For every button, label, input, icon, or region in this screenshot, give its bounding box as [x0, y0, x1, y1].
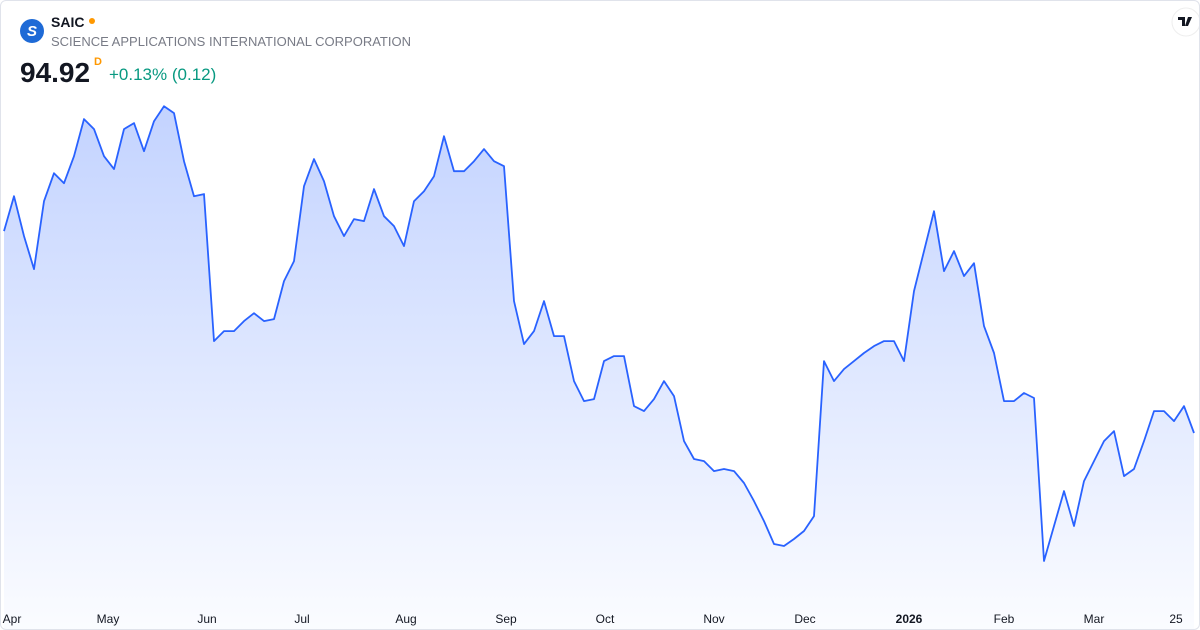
logo: S: [20, 19, 44, 43]
interval: D: [94, 56, 102, 68]
svg-text:S: S: [27, 23, 37, 40]
x-tick-label: Apr: [3, 612, 22, 626]
x-tick-label: 2026: [896, 612, 923, 626]
x-tick-label: Dec: [794, 612, 815, 626]
x-tick-label: Jun: [197, 612, 216, 626]
area-fill: [4, 106, 1194, 629]
x-tick-label: Aug: [395, 612, 416, 626]
x-tick-label: May: [97, 612, 120, 626]
x-tick-label: Mar: [1084, 612, 1105, 626]
tradingview-logo[interactable]: [1171, 7, 1199, 37]
status-dot: [89, 18, 95, 24]
x-tick-label: Nov: [703, 612, 724, 626]
symbol[interactable]: SAIC: [51, 14, 85, 30]
price-line: [3, 105, 1195, 562]
x-tick-label: Sep: [495, 612, 517, 626]
price: 94.92: [20, 57, 91, 88]
x-tick-label: Feb: [994, 612, 1015, 626]
x-tick-label: 25: [1169, 612, 1183, 626]
company-name: SCIENCE APPLICATIONS INTERNATIONAL CORPO…: [51, 34, 411, 49]
x-tick-label: Jul: [294, 612, 309, 626]
x-tick-label: Oct: [596, 612, 615, 626]
change: +0.13% (0.12): [109, 65, 217, 84]
